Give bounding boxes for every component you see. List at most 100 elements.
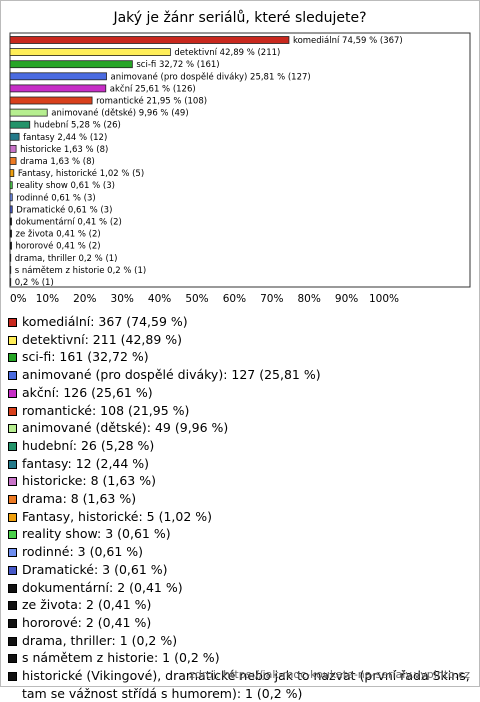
- bar-label: s námětem z historie 0,2 % (1): [15, 266, 146, 276]
- bar: [9, 217, 12, 226]
- legend-item: akční: 126 (25,61 %): [8, 384, 470, 402]
- legend-swatch: [8, 654, 17, 664]
- legend-swatch: [8, 406, 17, 416]
- bar: [9, 96, 93, 105]
- x-tick-label: 40%: [148, 293, 171, 305]
- legend-swatch: [8, 424, 17, 434]
- legend-swatch: [8, 548, 17, 558]
- bar: [9, 157, 17, 165]
- legend-item: sci-fi: 161 (32,72 %): [8, 348, 470, 366]
- bar: [9, 181, 13, 190]
- bar-label: historicke 1,63 % (8): [20, 145, 108, 155]
- legend-item: romantické: 108 (21,95 %): [8, 402, 470, 420]
- bar-label: hororové 0,41 % (2): [16, 241, 101, 252]
- bar-label: drama 1,63 % (8): [20, 157, 95, 167]
- bar: [9, 132, 20, 141]
- legend-label: Dramatické: 3 (0,61 %): [22, 561, 168, 577]
- legend-label: drama: 8 (1,63 %): [22, 491, 137, 507]
- x-tick-label: 90%: [335, 293, 358, 305]
- legend-swatch: [8, 459, 17, 469]
- legend-label: drama, thriller: 1 (0,2 %): [22, 632, 178, 648]
- bar-label: rodinné 0,61 % (3): [16, 192, 95, 203]
- bar: [9, 265, 12, 274]
- bar-label: animované (pro dospělé diváky) 25,81 % (…: [111, 71, 311, 82]
- bar-label: hudební 5,28 % (26): [34, 121, 121, 131]
- legend-swatch: [8, 353, 17, 363]
- bar-label: sci-fi 32,72 % (161): [136, 60, 219, 70]
- x-tick-label: 80%: [298, 293, 321, 305]
- legend-label: sci-fi: 161 (32,72 %): [22, 349, 149, 365]
- bar-label: romantické 21,95 % (108): [96, 96, 207, 107]
- legend-swatch: [8, 371, 17, 381]
- legend-label: fantasy: 12 (2,44 %): [22, 455, 150, 471]
- bar-label: dokumentární 0,41 % (2): [16, 218, 122, 228]
- legend-label: hudební: 26 (5,28 %): [22, 437, 155, 453]
- x-tick-label: 50%: [185, 293, 208, 305]
- legend-label: rodinné: 3 (0,61 %): [22, 544, 144, 560]
- legend-label: detektivní: 211 (42,89 %): [22, 331, 183, 347]
- bar: [9, 253, 12, 262]
- bar: [9, 36, 290, 44]
- bar-label: fantasy 2,44 % (12): [23, 133, 107, 143]
- legend-swatch: [8, 495, 17, 505]
- x-tick-label: 100%: [369, 293, 399, 305]
- bar: [9, 278, 12, 286]
- bar: [9, 169, 15, 178]
- legend-item: s námětem z historie: 1 (0,2 %): [8, 649, 470, 667]
- bar: [9, 48, 171, 56]
- legend-swatch: [8, 477, 17, 487]
- bar: [9, 241, 12, 250]
- bar: [9, 144, 17, 153]
- bar-label: reality show 0,61 % (3): [16, 181, 115, 191]
- bar-label: 0,2 % (1): [15, 278, 54, 288]
- legend-item: drama, thriller: 1 (0,2 %): [8, 632, 470, 650]
- legend-swatch: [8, 530, 17, 540]
- legend-item: fantasy: 12 (2,44 %): [8, 455, 470, 473]
- chart-title: Jaký je žánr seriálů, které sledujete?: [112, 10, 366, 26]
- chart: Jaký je žánr seriálů, které sledujete? 0…: [9, 10, 471, 305]
- legend-label: s námětem z historie: 1 (0,2 %): [22, 650, 220, 666]
- legend-item: historicke: 8 (1,63 %): [8, 472, 470, 490]
- legend-swatch: [8, 618, 17, 628]
- x-tick-label: 60%: [223, 293, 246, 305]
- bar-label: komediální 74,59 % (367): [293, 36, 403, 46]
- legend-item: komediální: 367 (74,59 %): [8, 313, 470, 331]
- legend-item: rodinné: 3 (0,61 %): [8, 543, 470, 561]
- legend-item: hudební: 26 (5,28 %): [8, 437, 470, 455]
- legend-item: hororové: 2 (0,41 %): [8, 614, 470, 632]
- bar-label: animované (dětské) 9,96 % (49): [51, 108, 188, 119]
- bar: [9, 84, 107, 93]
- legend-swatch: [8, 441, 17, 451]
- legend-swatch: [8, 565, 17, 575]
- legend-swatch: [8, 335, 17, 345]
- legend-label: animované (pro dospělé diváky): 127 (25,…: [22, 367, 321, 383]
- bar-label: ze života 0,41 % (2): [16, 230, 101, 240]
- x-tick-label: 0%: [10, 293, 27, 305]
- legend-label: hororové: 2 (0,41 %): [22, 614, 152, 630]
- legend-label: animované (dětské): 49 (9,96 %): [22, 420, 229, 436]
- legend-item: dokumentární: 2 (0,41 %): [8, 579, 470, 597]
- bar: [9, 60, 133, 69]
- legend-label: historicke: 8 (1,63 %): [22, 473, 156, 489]
- legend-item: drama: 8 (1,63 %): [8, 490, 470, 508]
- legend-label: Fantasy, historické: 5 (1,02 %): [22, 508, 213, 524]
- legend-item: ze života: 2 (0,41 %): [8, 596, 470, 614]
- legend-swatch: [8, 601, 17, 611]
- legend-swatch: [8, 583, 17, 593]
- bar: [9, 229, 12, 238]
- legend-label: ze života: 2 (0,41 %): [22, 597, 152, 613]
- legend-label: komediální: 367 (74,59 %): [22, 314, 188, 329]
- legend-item: Dramatické: 3 (0,61 %): [8, 561, 470, 579]
- source: zdroj: https://jak-moc-koukate-na-serial…: [189, 668, 470, 681]
- legend-label: reality show: 3 (0,61 %): [22, 526, 171, 542]
- bar: [9, 193, 13, 202]
- legend-item: reality show: 3 (0,61 %): [8, 525, 470, 543]
- bar: [9, 72, 107, 81]
- legend-swatch: [8, 318, 17, 327]
- legend-swatch: [8, 388, 17, 398]
- legend-item: detektivní: 211 (42,89 %): [8, 331, 470, 349]
- bar: [9, 120, 31, 129]
- x-tick-label: 20%: [73, 293, 96, 305]
- legend-swatch: [8, 636, 17, 646]
- bar-label: Fantasy, historické 1,02 % (5): [18, 168, 144, 179]
